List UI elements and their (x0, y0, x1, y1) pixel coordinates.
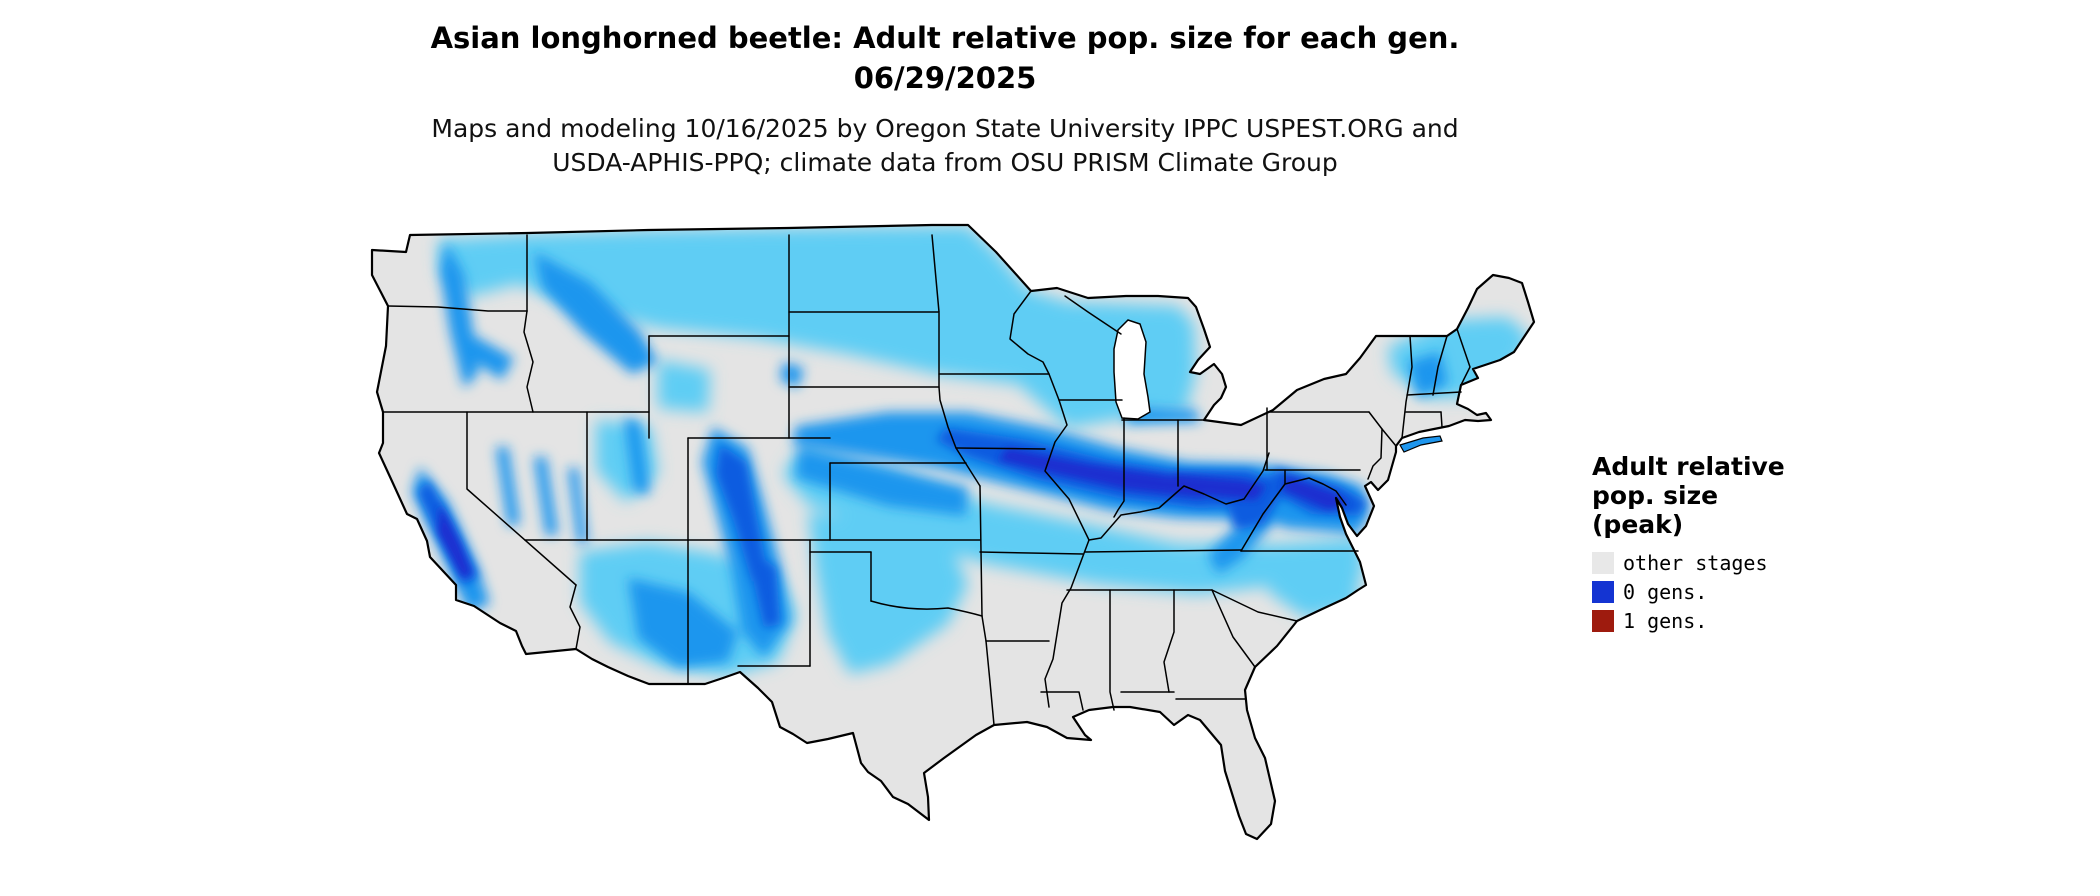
legend-swatch-other-stages (1592, 552, 1614, 574)
legend-item-other-stages: other stages (1592, 551, 1892, 575)
attribution-subtitle: Maps and modeling 10/16/2025 by Oregon S… (0, 112, 1890, 180)
lake-michigan (1113, 319, 1151, 420)
legend-label-other-stages: other stages (1623, 551, 1768, 575)
legend-item-0-gens: 0 gens. (1592, 580, 1892, 604)
legend-label-0-gens: 0 gens. (1623, 580, 1708, 604)
pop-layer-peak (438, 448, 1350, 578)
population-overlay (412, 226, 1530, 676)
header: Asian longhorned beetle: Adult relative … (0, 18, 1890, 180)
legend: Adult relative pop. size (peak) other st… (1592, 452, 1892, 638)
attribution-line2: USDA-APHIS-PPQ; climate data from OSU PR… (552, 148, 1338, 177)
legend-title-line3: (peak) (1592, 510, 1684, 539)
long-island (1399, 435, 1443, 453)
conus-map (370, 223, 1536, 841)
legend-label-1-gens: 1 gens. (1623, 609, 1708, 633)
page-title-date: 06/29/2025 (853, 61, 1037, 95)
legend-title-line1: Adult relative (1592, 452, 1785, 481)
legend-swatch-0-gens (1592, 581, 1614, 603)
state-borders (382, 234, 1471, 726)
legend-title-line2: pop. size (1592, 481, 1719, 510)
map-figure (328, 212, 1578, 892)
legend-title: Adult relative pop. size (peak) (1592, 452, 1892, 539)
page-title-line1: Asian longhorned beetle: Adult relative … (430, 21, 1460, 55)
legend-item-1-gens: 1 gens. (1592, 609, 1892, 633)
attribution-line1: Maps and modeling 10/16/2025 by Oregon S… (431, 114, 1459, 143)
legend-swatch-1-gens (1592, 610, 1614, 632)
legend-items: other stages 0 gens. 1 gens. (1592, 551, 1892, 633)
